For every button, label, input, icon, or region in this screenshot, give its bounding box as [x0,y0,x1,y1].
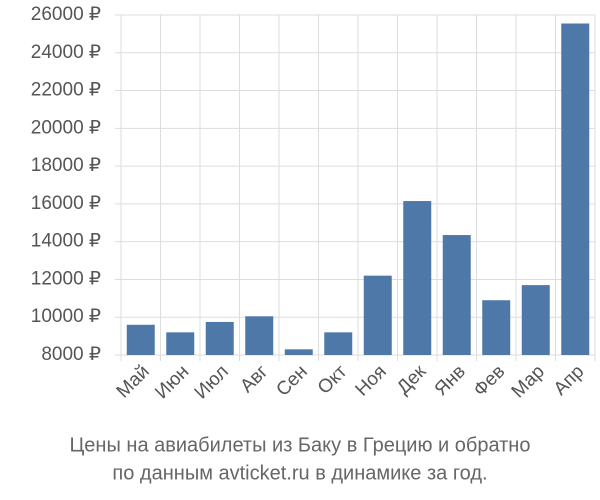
x-tick-label: Май [113,361,154,402]
bar [126,324,155,355]
bar [442,235,471,355]
y-tick-label: 24000 ₽ [31,42,101,63]
y-tick-label: 22000 ₽ [31,80,101,101]
y-tick-label: 26000 ₽ [31,4,101,25]
bar [363,275,392,355]
bar [561,23,590,355]
y-tick-label: 14000 ₽ [31,231,101,252]
bar [482,300,511,355]
y-tick-label: 20000 ₽ [31,117,101,138]
x-tick-label: Дек [393,361,431,399]
y-tick-label: 18000 ₽ [31,155,101,176]
x-tick-label: Авг [236,361,272,397]
x-tick-label: Окт [314,361,352,399]
bar [521,285,550,355]
x-tick-label: Янв [431,361,470,400]
y-tick-label: 12000 ₽ [31,268,101,289]
y-tick-label: 10000 ₽ [31,306,101,327]
x-tick-label: Апр [550,361,589,400]
x-tick-label: Ноя [352,361,391,400]
bar [166,332,195,355]
chart-title: Цены на авиабилеты из Баку в Грецию и об… [70,434,531,456]
bar [403,201,432,355]
y-tick-label: 16000 ₽ [31,193,101,214]
x-tick-label: Июн [151,361,193,403]
bar [284,349,313,355]
bar [324,332,353,355]
x-tick-label: Фев [470,361,510,401]
x-tick-label: Июл [191,361,233,403]
x-tick-label: Мар [508,361,549,402]
x-tick-label: Сен [272,361,311,400]
y-tick-label: 8000 ₽ [41,344,101,365]
bar [245,316,274,355]
bar [205,321,234,355]
chart-subtitle: по данным avticket.ru в динамике за год. [112,462,487,484]
